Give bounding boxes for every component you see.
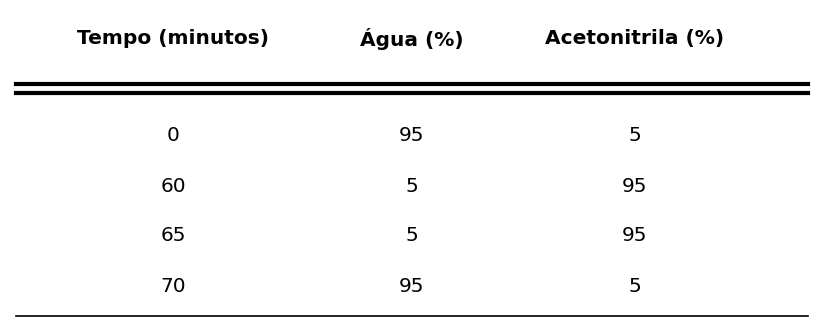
Text: 5: 5 — [628, 126, 641, 145]
Text: Acetonitrila (%): Acetonitrila (%) — [545, 29, 724, 48]
Text: Tempo (minutos): Tempo (minutos) — [77, 29, 269, 48]
Text: 65: 65 — [161, 225, 185, 245]
Text: 0: 0 — [166, 126, 180, 145]
Text: 5: 5 — [405, 177, 419, 196]
Text: Água (%): Água (%) — [360, 28, 464, 50]
Text: 70: 70 — [160, 277, 186, 296]
Text: 60: 60 — [160, 177, 186, 196]
Text: 5: 5 — [405, 225, 419, 245]
Text: 95: 95 — [622, 225, 647, 245]
Text: 95: 95 — [400, 277, 424, 296]
Text: 5: 5 — [628, 277, 641, 296]
Text: 95: 95 — [400, 126, 424, 145]
Text: 95: 95 — [622, 177, 647, 196]
